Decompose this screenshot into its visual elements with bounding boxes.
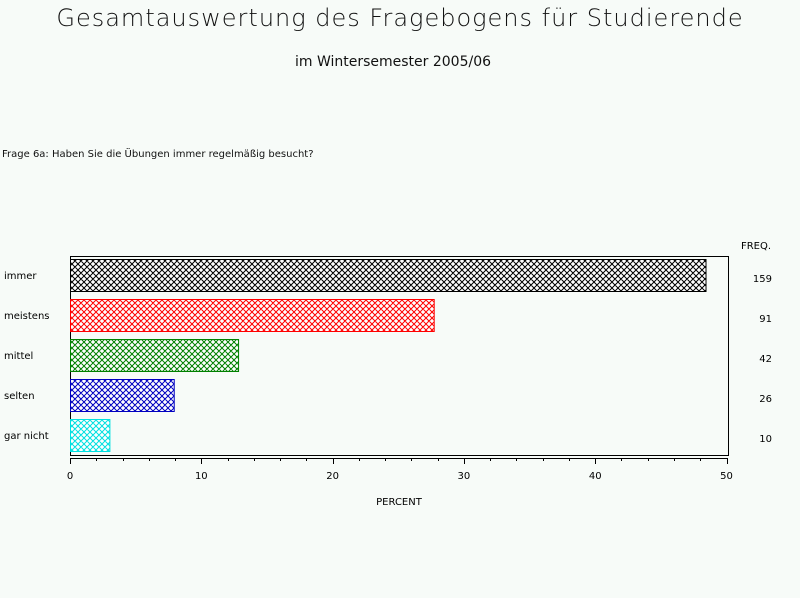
category-labels: immer meistens mittel selten gar nicht: [4, 271, 50, 442]
freq-value: 159: [753, 274, 772, 285]
page-title: Gesamtauswertung des Fragebogens für Stu…: [56, 4, 744, 32]
bar-selten: [70, 379, 175, 412]
question-text: Frage 6a: Haben Sie die Übungen immer re…: [2, 149, 314, 160]
bar-gar-nicht: [70, 419, 111, 452]
category-label: selten: [4, 391, 35, 402]
x-axis: 0 10 20 30 40 50: [67, 458, 733, 482]
category-label: meistens: [4, 311, 50, 322]
x-tick-label: 10: [195, 471, 208, 482]
category-label: gar nicht: [4, 431, 49, 442]
freq-value: 10: [759, 434, 772, 445]
bars-group: [70, 259, 707, 452]
freq-value: 26: [759, 394, 772, 405]
freq-value: 42: [759, 354, 772, 365]
freq-value: 91: [759, 314, 772, 325]
bar-mittel: [70, 339, 240, 372]
bar-immer: [70, 259, 707, 292]
x-tick-label: 40: [589, 471, 602, 482]
category-label: immer: [4, 271, 37, 282]
x-tick-label: 20: [326, 471, 339, 482]
page-subtitle: im Wintersemester 2005/06: [294, 54, 492, 70]
x-tick-label: 50: [720, 471, 733, 482]
x-axis-label: PERCENT: [376, 497, 423, 508]
category-label: mittel: [4, 351, 33, 362]
freq-header: FREQ.: [741, 241, 771, 252]
bar-meistens: [70, 299, 435, 332]
freq-labels: 159 91 42 26 10: [753, 274, 772, 445]
x-tick-label: 0: [67, 471, 73, 482]
x-tick-label: 30: [458, 471, 471, 482]
